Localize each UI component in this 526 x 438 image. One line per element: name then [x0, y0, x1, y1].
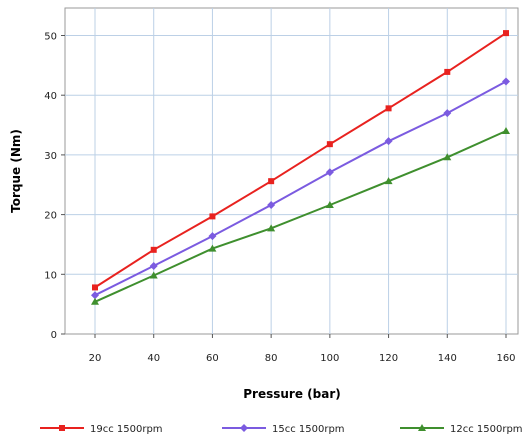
- x-tick-label-80: 80: [265, 353, 278, 364]
- y-tick-label-10: 10: [44, 270, 57, 281]
- x-tick-labels: 20 40 60 80 100 120 140 160: [89, 353, 516, 364]
- y-tick-label-50: 50: [44, 32, 57, 43]
- data-point-12cc-1500rpm-60: [208, 244, 217, 252]
- data-point-12cc-1500rpm-20: [91, 297, 99, 305]
- legend-item-19cc-1500rpm: 19cc 1500rpm: [40, 424, 163, 435]
- legend: 19cc 1500rpm 15cc 1500rpm 12cc 1500rpm: [40, 424, 523, 435]
- data-point-19cc-1500rpm-100: [326, 141, 333, 148]
- legend-swatch-marker-12cc-1500rpm: [418, 424, 426, 431]
- data-point-12cc-1500rpm-40: [149, 271, 158, 279]
- x-tick-label-60: 60: [206, 353, 219, 364]
- data-point-15cc-1500rpm-100: [325, 168, 334, 177]
- x-tick-label-20: 20: [89, 353, 102, 364]
- series-markers: [91, 30, 510, 305]
- series-lines: [94, 32, 507, 303]
- data-point-15cc-1500rpm-40: [149, 261, 158, 270]
- data-point-12cc-1500rpm-140: [443, 153, 452, 161]
- data-point-12cc-1500rpm-120: [384, 177, 393, 185]
- data-point-12cc-1500rpm-80: [267, 224, 276, 232]
- series-line-12cc-1500rpm: [94, 130, 507, 303]
- data-point-15cc-1500rpm-160: [502, 77, 510, 86]
- series-line-15cc-1500rpm: [94, 80, 507, 297]
- data-point-15cc-1500rpm-60: [208, 232, 217, 241]
- data-point-19cc-1500rpm-140: [444, 68, 451, 75]
- x-tick-label-140: 140: [438, 353, 457, 364]
- legend-label-15cc-1500rpm: 15cc 1500rpm: [272, 424, 345, 435]
- data-point-15cc-1500rpm-80: [267, 201, 276, 210]
- data-point-19cc-1500rpm-60: [209, 213, 216, 220]
- x-tick-label-100: 100: [320, 353, 339, 364]
- y-tick-labels: 0 10 20 30 40 50: [44, 32, 57, 342]
- data-point-15cc-1500rpm-120: [384, 137, 393, 146]
- data-point-19cc-1500rpm-40: [150, 246, 157, 253]
- legend-swatch-marker-15cc-1500rpm: [240, 424, 248, 432]
- legend-label-12cc-1500rpm: 12cc 1500rpm: [450, 424, 523, 435]
- data-point-19cc-1500rpm-160: [503, 30, 509, 37]
- plot-area: [64, 7, 519, 335]
- x-gridlines: [94, 8, 507, 338]
- data-point-15cc-1500rpm-140: [443, 109, 452, 118]
- x-tick-label-160: 160: [496, 353, 515, 364]
- legend-item-15cc-1500rpm: 15cc 1500rpm: [222, 424, 345, 435]
- x-tick-label-120: 120: [379, 353, 398, 364]
- y-axis-label: Torque (Nm): [9, 129, 23, 213]
- data-point-12cc-1500rpm-160: [502, 127, 510, 135]
- legend-label-19cc-1500rpm: 19cc 1500rpm: [90, 424, 163, 435]
- legend-item-12cc-1500rpm: 12cc 1500rpm: [400, 424, 523, 435]
- y-tick-label-40: 40: [44, 91, 57, 102]
- series-line-19cc-1500rpm: [94, 32, 507, 289]
- data-point-15cc-1500rpm-20: [91, 291, 99, 300]
- y-tick-label-20: 20: [44, 211, 57, 222]
- legend-swatch-marker-19cc-1500rpm: [59, 425, 65, 431]
- data-point-12cc-1500rpm-100: [325, 201, 334, 209]
- x-tick-label-40: 40: [147, 353, 160, 364]
- data-point-19cc-1500rpm-120: [385, 105, 392, 112]
- data-point-19cc-1500rpm-80: [268, 178, 275, 185]
- y-tick-label-0: 0: [51, 330, 57, 341]
- y-tick-label-30: 30: [44, 151, 57, 162]
- data-point-19cc-1500rpm-20: [92, 284, 98, 291]
- y-gridlines: [61, 35, 518, 335]
- x-axis-label: Pressure (bar): [243, 387, 341, 401]
